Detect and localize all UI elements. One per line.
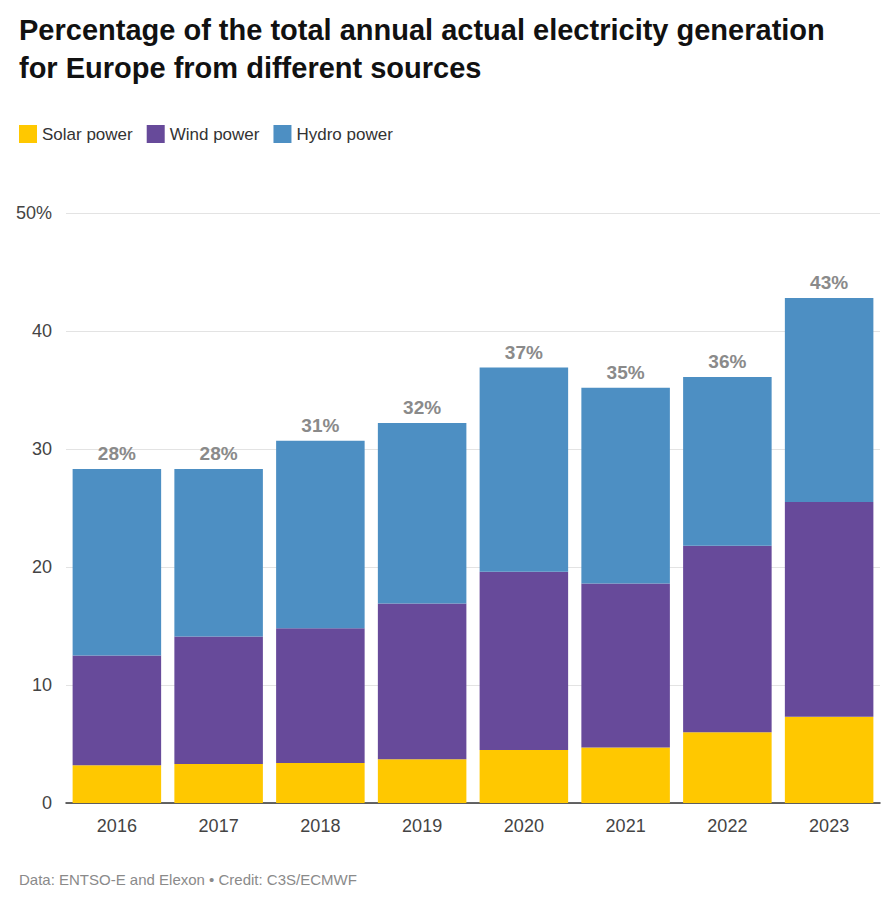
svg-text:28%: 28% [200, 443, 238, 464]
svg-text:Wind power: Wind power [170, 125, 260, 144]
svg-text:35%: 35% [607, 362, 645, 383]
svg-text:50%: 50% [16, 203, 52, 223]
svg-text:40: 40 [32, 321, 52, 341]
svg-text:2016: 2016 [97, 816, 137, 836]
svg-text:Hydro power: Hydro power [296, 125, 393, 144]
svg-text:30: 30 [32, 439, 52, 459]
svg-text:Data: ENTSO-E and Elexon • Cre: Data: ENTSO-E and Elexon • Credit: C3S/E… [19, 871, 357, 888]
svg-text:28%: 28% [98, 443, 136, 464]
svg-text:Solar power: Solar power [42, 125, 133, 144]
svg-text:20: 20 [32, 557, 52, 577]
svg-text:2023: 2023 [809, 816, 849, 836]
svg-text:Percentage of the total annual: Percentage of the total annual actual el… [19, 14, 833, 46]
svg-text:2018: 2018 [300, 816, 340, 836]
svg-text:31%: 31% [301, 415, 339, 436]
svg-text:36%: 36% [708, 351, 746, 372]
svg-text:2020: 2020 [504, 816, 544, 836]
svg-text:2021: 2021 [606, 816, 646, 836]
svg-text:for Europe from different sour: for Europe from different sources [19, 52, 481, 84]
svg-text:32%: 32% [403, 397, 441, 418]
svg-text:0: 0 [42, 793, 52, 813]
svg-text:37%: 37% [505, 342, 543, 363]
svg-text:2017: 2017 [199, 816, 239, 836]
svg-text:10: 10 [32, 675, 52, 695]
svg-text:2019: 2019 [402, 816, 442, 836]
svg-text:43%: 43% [810, 272, 848, 293]
svg-text:2022: 2022 [707, 816, 747, 836]
